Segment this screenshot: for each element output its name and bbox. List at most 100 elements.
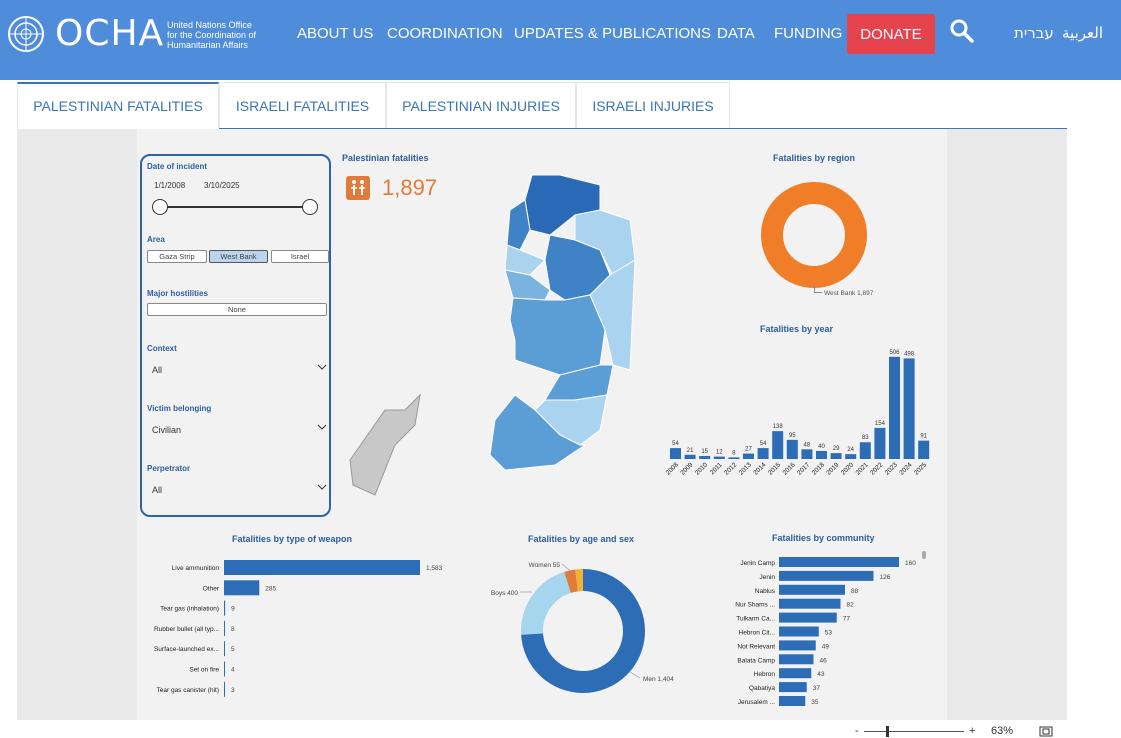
map-region-gaza (349, 393, 421, 496)
victim-filter-label: Victim belonging (147, 404, 212, 413)
tab-israeli-fatalities[interactable]: ISRAELI FATALITIES (219, 82, 386, 128)
community-bar[interactable] (779, 570, 874, 581)
fit-to-page-icon[interactable] (1039, 726, 1053, 737)
un-emblem-icon[interactable] (6, 14, 46, 54)
weapon-bar[interactable] (224, 661, 225, 677)
area-filter-label: Area (147, 235, 165, 244)
weapon-bar-chart[interactable]: Live ammunition 1,583 Other 285 Tear gas (in… (140, 552, 460, 702)
community-bar[interactable] (779, 557, 899, 567)
year-bar[interactable] (918, 440, 930, 459)
lang-arabic-link[interactable]: العربية (1062, 24, 1103, 42)
community-bar[interactable] (779, 696, 806, 706)
year-bar[interactable] (713, 456, 725, 459)
zoom-slider-track[interactable] (864, 731, 964, 732)
year-bar[interactable] (845, 454, 857, 459)
year-tick-label: 2022 (869, 461, 884, 476)
weapon-bar[interactable] (224, 580, 260, 596)
year-tick-label: 2021 (855, 461, 870, 476)
year-bar[interactable] (830, 453, 842, 459)
year-bar-chart[interactable]: 54 2008 21 2009 15 2010 12 2011 8 2012 27 2013 54 201… (660, 342, 940, 492)
region-donut-slice[interactable] (761, 182, 867, 288)
tab-palestinian-fatalities[interactable]: PALESTINIAN FATALITIES (17, 82, 219, 128)
community-bar[interactable] (779, 668, 812, 679)
zoom-in-button[interactable]: + (969, 725, 976, 737)
year-bar[interactable] (889, 356, 900, 459)
ocha-logo-text[interactable]: OCHA (55, 13, 165, 54)
community-bar[interactable] (779, 654, 814, 665)
year-tick-label: 2017 (796, 461, 811, 476)
community-bar[interactable] (779, 598, 841, 609)
year-bar[interactable] (699, 455, 711, 459)
date-slider-end-handle[interactable] (302, 199, 318, 215)
nav-funding[interactable]: FUNDING (774, 25, 843, 42)
year-bar[interactable] (670, 448, 681, 459)
community-bar-chart[interactable]: Jenin Camp 160 Jenin 126 Nablus 88 Nur Shams .… (710, 552, 930, 712)
year-bar[interactable] (859, 442, 871, 459)
age-sex-slice[interactable] (521, 569, 645, 693)
weapon-bar[interactable] (224, 681, 225, 697)
community-bar[interactable] (779, 626, 819, 637)
area-chip-gaza-strip[interactable]: Gaza Strip (147, 250, 207, 263)
weapon-bar[interactable] (224, 600, 226, 616)
victim-dropdown[interactable]: Civilian (152, 424, 327, 435)
region-donut-chart[interactable] (755, 178, 885, 308)
year-bar-value: 54 (672, 441, 679, 447)
year-tick-label: 2020 (840, 461, 855, 476)
hostilities-chip-none[interactable]: None (147, 303, 327, 316)
map-region-salfit (504, 269, 551, 301)
community-bar[interactable] (779, 682, 807, 693)
community-bar[interactable] (779, 640, 816, 651)
west-bank-map[interactable] (345, 170, 645, 500)
tab-palestinian-injuries[interactable]: PALESTINIAN INJURIES (386, 82, 576, 128)
year-bar[interactable] (684, 454, 696, 459)
community-bar[interactable] (779, 612, 837, 623)
weapon-bar[interactable] (224, 620, 225, 636)
nav-updates-publications[interactable]: UPDATES & PUBLICATIONS (514, 25, 711, 42)
year-bar-value: 29 (833, 446, 840, 452)
date-slider-start-handle[interactable] (152, 199, 168, 215)
year-bar-value: 138 (773, 424, 784, 430)
tab-israeli-injuries[interactable]: ISRAELI INJURIES (576, 82, 730, 128)
year-bar-value: 91 (920, 434, 927, 440)
weapon-bar[interactable] (224, 641, 225, 657)
year-bar[interactable] (801, 449, 813, 459)
area-chip-israel[interactable]: Israel (271, 250, 329, 263)
context-dropdown[interactable]: All (152, 364, 327, 375)
age-sex-slice[interactable] (521, 568, 645, 693)
year-bar[interactable] (903, 358, 915, 459)
year-bar[interactable] (772, 431, 784, 459)
community-bar-value: 82 (847, 602, 855, 609)
donate-button[interactable]: DONATE (847, 14, 935, 54)
year-bar[interactable] (816, 450, 827, 459)
year-bar[interactable] (757, 448, 769, 459)
search-icon[interactable] (949, 18, 975, 44)
age-sex-leader-line (629, 671, 641, 679)
community-scrollbar[interactable] (922, 551, 926, 559)
perpetrator-dropdown[interactable]: All (152, 484, 327, 495)
age-sex-slice[interactable] (519, 567, 647, 695)
age-sex-slice[interactable] (521, 569, 645, 693)
weapon-bar-value: 9 (231, 606, 235, 613)
year-tick-label: 2012 (723, 461, 738, 476)
nav-data[interactable]: DATA (717, 25, 755, 42)
weapon-bar[interactable] (224, 560, 420, 575)
logo-sub-line: United Nations Office (167, 20, 252, 30)
chart-title-community: Fatalities by community (772, 533, 875, 543)
weapon-bar-value: 8 (231, 626, 235, 633)
date-start: 1/1/2008 (154, 181, 186, 190)
area-chip-west-bank[interactable]: West Bank (209, 250, 268, 263)
nav-about-us[interactable]: ABOUT US (297, 25, 374, 42)
year-bar[interactable] (728, 457, 740, 459)
year-bar[interactable] (874, 427, 886, 459)
zoom-out-button[interactable]: - (855, 725, 859, 737)
community-bar[interactable] (779, 584, 845, 595)
year-bar[interactable] (786, 439, 798, 459)
nav-coordination[interactable]: COORDINATION (387, 25, 503, 42)
year-bar[interactable] (743, 453, 754, 459)
zoom-slider-handle[interactable] (886, 726, 889, 737)
age-sex-donut-chart[interactable]: Men 1,404 Boys 400 Women 55 (470, 552, 700, 702)
map-region-hebron (489, 394, 587, 471)
year-tick-label: 2015 (767, 461, 782, 476)
lang-hebrew-link[interactable]: עברית (1014, 24, 1054, 42)
region-leader-line (814, 285, 822, 293)
